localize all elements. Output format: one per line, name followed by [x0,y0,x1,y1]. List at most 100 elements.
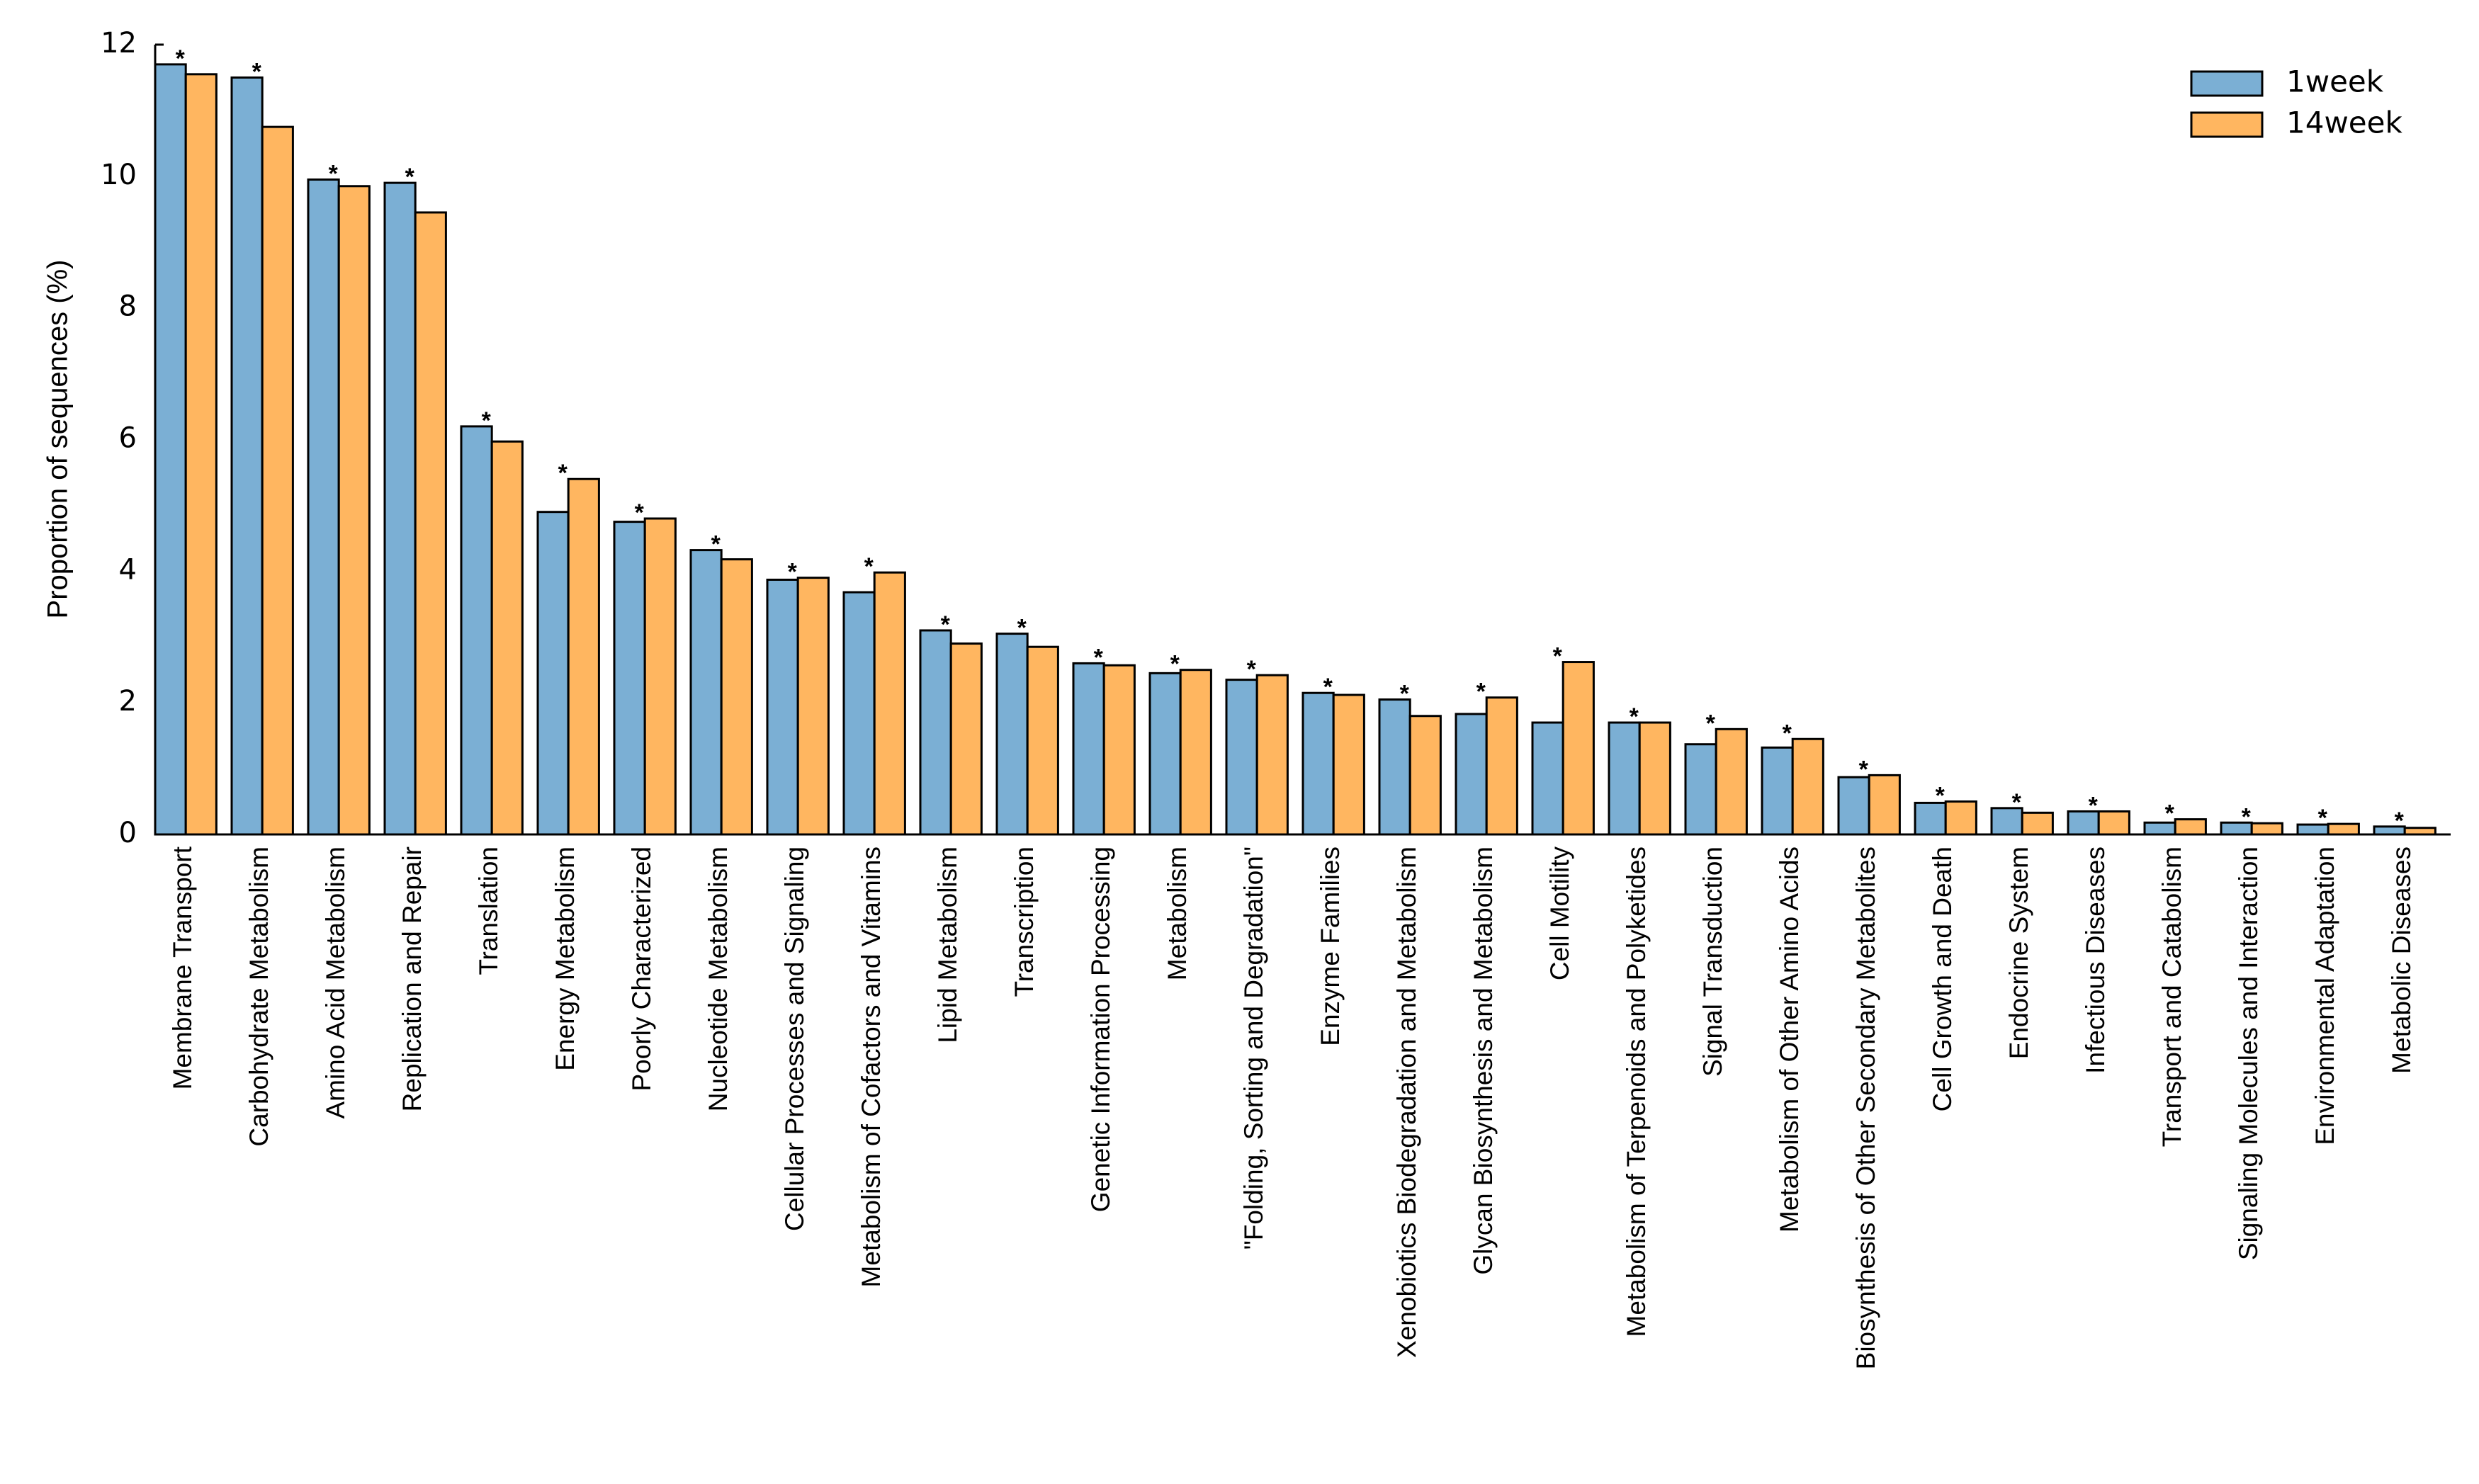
significance-label: * [1400,681,1410,708]
significance-label: * [1630,703,1639,730]
bar [1332,693,1365,836]
bar [460,425,493,836]
bar [1944,800,1977,836]
bar [949,642,983,836]
x-tick-label: Amino Acid Metabolism [321,846,350,1119]
x-tick-label: Infectious Diseases [2081,846,2110,1074]
legend-label: 14week [2286,106,2402,140]
significance-label: * [635,499,645,526]
x-tick-label: Membrane Transport [168,846,197,1089]
bar [1026,645,1059,836]
y-tick-label: 4 [119,553,137,586]
significance-label: * [176,45,186,72]
bar [1408,715,1442,836]
bar [1608,721,1641,836]
legend-swatch [2190,111,2264,138]
significance-label: * [2012,789,2022,816]
x-tick-label: Metabolism of Terpenoids and Polyketides [1622,846,1651,1337]
bar [1715,727,1748,836]
bar [154,63,187,836]
bar [766,578,799,836]
significance-label: * [1936,783,1946,810]
significance-label: * [1170,651,1180,678]
significance-label: * [1783,720,1792,747]
x-tick-label: Glycan Biosynthesis and Metabolism [1469,846,1498,1275]
x-tick-label: Biosynthesis of Other Secondary Metaboli… [1851,846,1880,1369]
x-tick-label: Translation [474,846,503,975]
significance-label: * [2242,803,2252,830]
y-tick-label: 8 [119,290,137,323]
bar [230,76,264,836]
y-tick-label: 0 [119,817,137,849]
bar [337,185,371,836]
x-tick-label: Environmental Adaptation [2310,846,2339,1145]
x-tick-label: Nucleotide Metabolism [704,846,733,1111]
bar [919,629,952,836]
bar [2097,810,2130,836]
significance-label: * [788,559,798,586]
bar [1378,698,1411,836]
y-tick-label: 2 [119,685,137,718]
significance-label: * [482,407,492,434]
bar [1102,664,1136,836]
legend-label: 1week [2286,64,2384,99]
bar [536,511,570,836]
x-tick-label: Signaling Molecules and Interaction [2234,846,2263,1260]
x-tick-label: Metabolism of Cofactors and Vitamins [857,846,886,1287]
bar [1301,691,1335,836]
bar [1837,776,1870,836]
x-tick-label: Enzyme Families [1316,846,1345,1046]
bar [1761,746,1794,836]
x-tick-label: Signal Transduction [1698,846,1727,1077]
x-tick-label: Cell Motility [1545,846,1574,981]
bar [1791,737,1824,836]
significance-label: * [2165,800,2175,827]
bar [414,211,447,836]
significance-label: * [405,164,415,191]
bar [2403,827,2436,836]
y-axis-label: Proportion of sequences (%) [43,260,74,619]
significance-label: * [558,460,568,487]
bar [1179,669,1212,836]
x-tick-label: Poorly Characterized [627,846,656,1091]
bar [307,178,340,836]
x-tick-label: Transport and Catabolism [2157,846,2186,1147]
significance-label: * [1017,615,1027,642]
y-tick-label: 6 [119,422,137,455]
significance-label: * [864,553,874,580]
bar [1455,713,1488,836]
significance-label: * [1476,679,1486,706]
x-tick-label: Xenobiotics Biodegradation and Metabolis… [1392,846,1421,1358]
significance-label: * [1323,674,1333,701]
significance-label: * [1859,756,1869,783]
significance-label: * [1094,644,1104,671]
x-tick-label: Carbohydrate Metabolism [244,846,273,1147]
significance-label: * [711,531,721,558]
bar [796,577,830,836]
bar [995,633,1029,836]
y-tick-label: 10 [101,159,137,191]
significance-label: * [2395,808,2405,834]
x-tick-label: Cell Growth and Death [1928,846,1957,1111]
x-tick-label: Transcription [1010,846,1039,997]
bar [383,181,417,836]
bar [2067,810,2100,836]
bar [613,521,646,836]
bar [2327,822,2360,836]
bar [2250,822,2283,836]
bar [2021,811,2054,836]
bar [689,549,723,836]
x-tick-label: Cellular Processes and Signaling [780,846,809,1231]
bar [1072,662,1105,836]
x-tick-label: Lipid Metabolism [933,846,962,1043]
bar [261,125,294,836]
bar [1638,721,1671,836]
bar [1868,774,1901,836]
significance-label: * [329,160,339,187]
bar [490,440,524,836]
x-tick-label: Metabolic Diseases [2387,846,2416,1074]
bar [1684,743,1717,836]
x-tick-label: "Folding, Sorting and Degradation" [1239,846,1268,1250]
x-tick-label: Metabolism of Other Amino Acids [1775,846,1804,1233]
